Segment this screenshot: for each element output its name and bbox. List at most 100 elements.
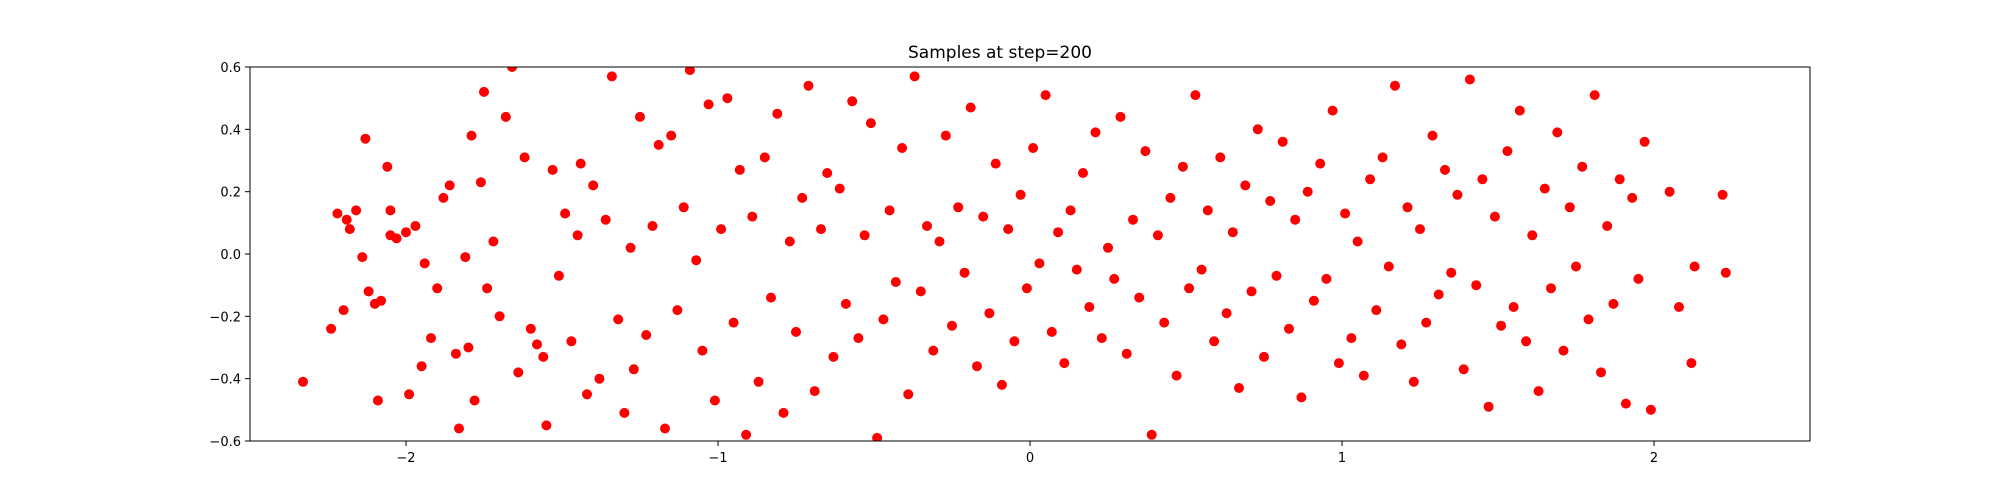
scatter-point (1184, 283, 1195, 294)
scatter-point (1177, 161, 1188, 172)
scatter-point (703, 99, 714, 110)
scatter-point (1539, 183, 1550, 194)
scatter-point (1408, 376, 1419, 387)
scatter-point (716, 224, 727, 235)
scatter-point (666, 130, 677, 141)
scatter-point (404, 389, 415, 400)
scatter-point (1046, 326, 1057, 337)
scatter-point (1483, 401, 1494, 412)
scatter-point (1053, 227, 1064, 238)
scatter-point (444, 180, 455, 191)
scatter-point (338, 305, 349, 316)
scatter-point (475, 177, 486, 188)
scatter-point (1396, 339, 1407, 350)
scatter-point (947, 320, 957, 331)
scatter-point (1065, 205, 1076, 216)
scatter-point (582, 389, 592, 400)
scatter-point (1034, 258, 1045, 269)
scatter-point (878, 314, 889, 325)
scatter-point (1115, 111, 1126, 122)
scatter-point (572, 230, 583, 241)
x-axis: −2 −1 0 1 2 (396, 441, 1658, 466)
scatter-point (1221, 308, 1232, 319)
scatter-point (1596, 367, 1606, 378)
scatter-point (1365, 174, 1376, 185)
scatter-point (1259, 351, 1269, 362)
scatter-point (922, 221, 932, 231)
scatter-point (494, 311, 505, 322)
scatter-point (672, 305, 683, 316)
scatter-point (1514, 105, 1525, 116)
scatter-point (1471, 280, 1482, 291)
scatter-point (326, 323, 337, 334)
scatter-point (372, 395, 383, 406)
scatter-point (1639, 136, 1650, 147)
scatter-point (1190, 90, 1201, 101)
scatter-point (575, 158, 586, 169)
scatter-point (803, 80, 814, 91)
scatter-point (1546, 283, 1556, 294)
scatter-point (1358, 370, 1369, 381)
scatter-point (298, 376, 308, 387)
scatter-point (1427, 130, 1438, 141)
scatter-point (884, 205, 895, 216)
scatter-point (1717, 189, 1728, 200)
scatter-point (488, 236, 499, 247)
scatter-point (1265, 196, 1276, 206)
scatter-point (1502, 146, 1513, 157)
scatter-point (1533, 386, 1544, 397)
y-tick-label: −0.2 (209, 310, 241, 325)
scatter-point (1602, 221, 1613, 231)
scatter-point (865, 118, 876, 129)
scatter-point (909, 71, 920, 82)
scatter-point (1720, 267, 1731, 278)
scatter-point (1209, 336, 1220, 347)
scatter-point (1521, 336, 1532, 347)
scatter-point (391, 233, 402, 244)
scatter-point (1152, 230, 1163, 241)
scatter-point (1340, 208, 1351, 219)
scatter-point (385, 205, 396, 216)
scatter-point (759, 152, 770, 163)
scatter-point (1078, 168, 1088, 178)
scatter-point (454, 423, 464, 434)
scatter-point (479, 86, 489, 97)
scatter-point (513, 367, 524, 378)
scatter-point (351, 205, 362, 216)
scatter-point (410, 221, 421, 231)
y-tick-label: 0.4 (220, 123, 241, 138)
scatter-point (1458, 364, 1469, 375)
scatter-point (1489, 211, 1500, 222)
scatter-point (678, 202, 689, 213)
scatter-point (1390, 80, 1400, 91)
scatter-point (1096, 333, 1107, 344)
scatter-point (1440, 164, 1450, 175)
scatter-point (915, 286, 926, 297)
scatter-point (619, 407, 630, 418)
scatter-point (1134, 292, 1145, 303)
scatter-point (809, 386, 820, 397)
scatter-point (1271, 270, 1282, 281)
scatter-point (1552, 127, 1563, 138)
scatter-point (984, 308, 995, 319)
scatter-point (1202, 205, 1213, 216)
scatter-point (1277, 136, 1288, 147)
scatter-point (566, 336, 577, 347)
scatter-point (450, 348, 461, 359)
scatter-point (840, 298, 851, 309)
scatter-point (1415, 224, 1425, 235)
scatter-point (753, 376, 764, 387)
scatter-point (357, 252, 368, 263)
scatter-point (1686, 358, 1697, 369)
scatter-point (613, 314, 624, 325)
scatter-point (1383, 261, 1394, 272)
scatter-point (1059, 358, 1070, 369)
scatter-point (791, 326, 801, 337)
scatter-point (416, 361, 427, 372)
scatter-point (525, 323, 536, 334)
scatter-point (1084, 302, 1095, 312)
scatter-point (363, 286, 374, 297)
scatter-point (953, 202, 964, 213)
scatter-point (1234, 383, 1244, 393)
